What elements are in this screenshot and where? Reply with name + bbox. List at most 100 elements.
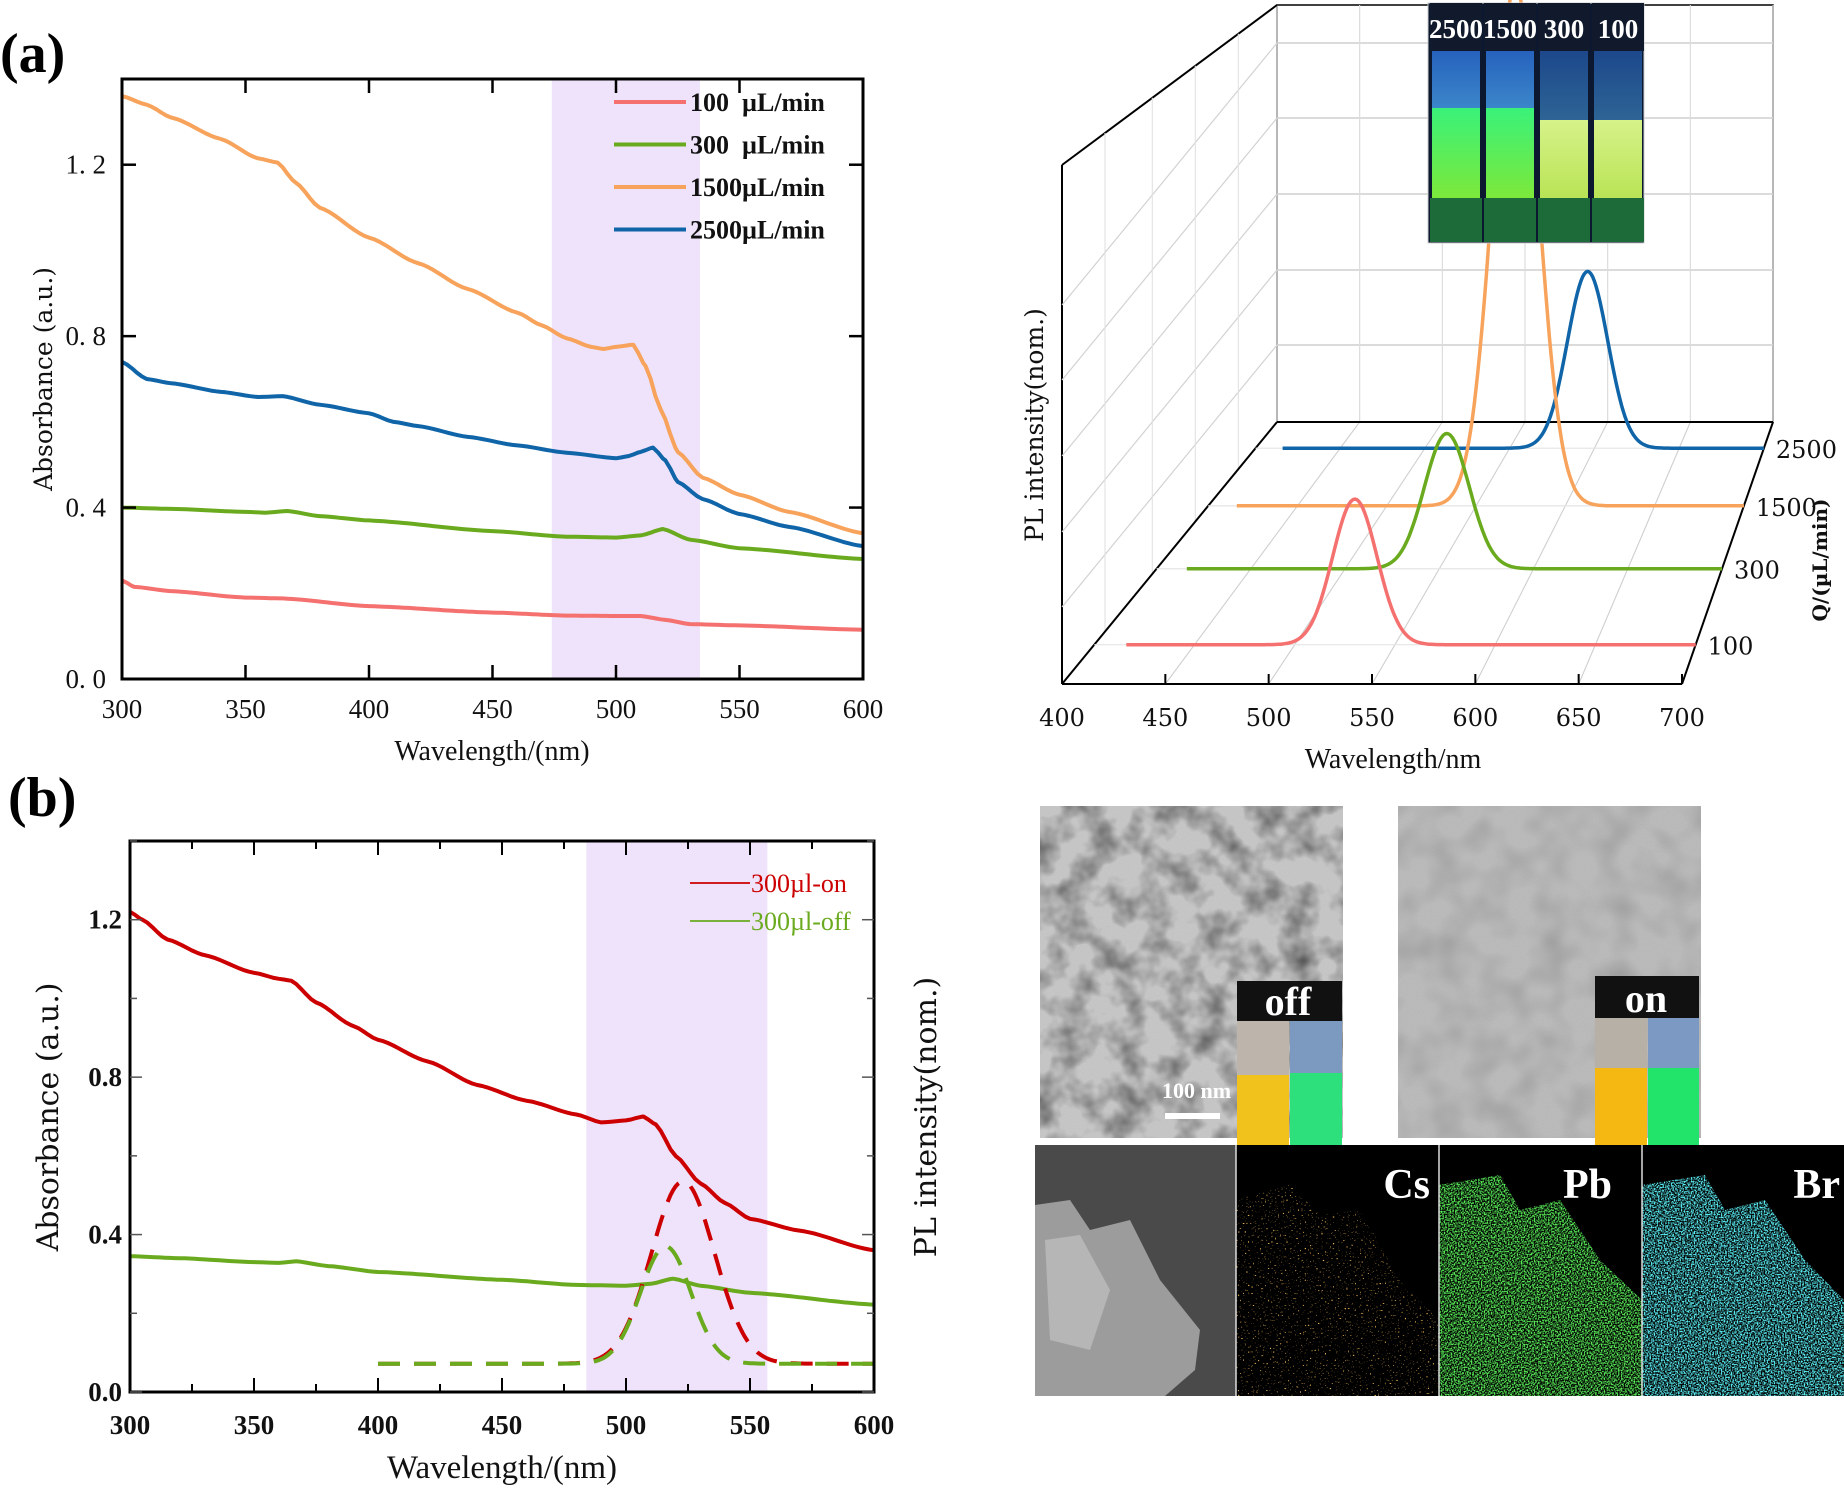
vial-reflection [1484,198,1536,242]
vial-reflection [1592,198,1644,242]
left-wall-top-edge [1061,4,1278,166]
x-tick-label: 650 [1556,704,1602,732]
z-tick-label: 2500 [1776,436,1837,464]
vial-glass [1540,51,1588,121]
vial-label: 100 [1598,14,1639,44]
z-tick-label: 1500 [1756,494,1817,522]
pl-series-100 [1126,497,1696,647]
x-tick-label: 300 [102,694,143,724]
pl-series-300 [1186,431,1722,571]
y-tick-label: 0.0 [88,1377,122,1407]
floor-grid [1474,421,1609,685]
vial-300: 300 [1538,3,1590,242]
x-tick-label: 500 [1246,704,1292,732]
z-tick-label: 100 [1708,633,1754,661]
vial-photo-inset: 2500 1500 300 100 [1427,2,1645,244]
eds-cs-label: Cs [1383,1162,1430,1208]
x-tick-label: 450 [1142,704,1188,732]
panel-b-ylabel: Absorbance (a.u.) [31,983,66,1253]
left-grid-slant [1061,193,1278,457]
tem-image-off: 100 nm off [1040,806,1343,1151]
x-tick-label: 550 [1349,704,1395,732]
vial-liquid [1594,120,1642,198]
left-grid-slant [1061,344,1278,608]
x-tick-label: 400 [358,1410,399,1440]
floor-grid [1578,421,1691,685]
pl-3d-grid [1061,4,1774,685]
left-wall [1062,5,1277,684]
pl-3d-zlabel: Q/(µL/min) [1808,499,1832,622]
panel-b-label: (b) [8,767,76,829]
series-line-300-l-off [129,1254,875,1307]
series-line-2500-l-min [121,360,864,549]
panel-a-series [121,94,864,632]
vial-cap [1430,3,1482,51]
left-grid-slant [1061,269,1278,533]
tem-off-label: off [1265,979,1312,1024]
x-tick-label: 600 [843,694,884,724]
y-tick-label: 1.2 [88,905,122,935]
pl-3d-ticks: 400 450 500 550 600 650 700 100 300 1500 2500 [1039,436,1837,732]
panel-a-label: (a) [0,23,65,85]
y-tick-label: 0. 4 [66,493,107,523]
eds-pb-map: Pb [1439,1145,1642,1396]
pl-series-2500 [1282,269,1764,450]
panel-b-absorbance-pl-chart: 300 350 400 450 500 550 600 0.0 0.4 0.8 1.2 300µl-… [31,839,944,1486]
x-tick-label: 600 [1452,704,1498,732]
tem-on-label: on [1625,976,1667,1021]
panel-b-xlabel: Wavelength/(nm) [387,1450,617,1486]
x-tick-label: 600 [854,1410,895,1440]
floor-grid [1371,421,1526,685]
legend-label: 300µl-on [751,869,847,898]
eds-br-label: Br [1793,1162,1840,1208]
panel-b-shaded-band [586,841,768,1392]
vial-cap [1592,3,1644,51]
vial-label: 1500 [1483,14,1537,44]
legend-label: 300µl-off [751,907,851,936]
x-tick-label: 350 [234,1410,275,1440]
panel-b-series [128,910,875,1366]
x-tick-label: 450 [482,1410,523,1440]
floor-grid [1164,421,1361,685]
vial-reflection [1538,198,1590,242]
eds-mapping: Cs Pb Br [1035,1145,1844,1396]
x-tick-label: 450 [472,694,513,724]
tem-image-on: on [1398,806,1701,1148]
eds-haadf-image [1035,1145,1236,1396]
vial-reflection [1430,198,1482,242]
legend-label: 300 µL/min [690,131,825,160]
eds-cs-map: Cs [1236,1145,1439,1396]
vial-inset-off: off [1237,979,1342,1151]
z-axis-right [1681,421,1774,685]
panel-b-ylabel-right: PL intensity(nom.) [909,977,944,1257]
pl-3d-ylabel: PL intensity(nom.) [1020,308,1049,542]
x-tick-label: 550 [730,1410,771,1440]
x-tick-label: 700 [1659,704,1705,732]
vial-inset-on: on [1595,976,1699,1148]
x-tick-label: 500 [606,1410,647,1440]
vial-2500: 2500 [1429,3,1483,242]
series-line-300-l-on [128,910,875,1253]
vial-cap [1484,3,1536,51]
y-tick-label: 1. 2 [66,150,107,180]
vial-glass [1594,51,1642,121]
panel-b-ticks: 300 350 400 450 500 550 600 0.0 0.4 0.8 1.2 [88,840,895,1440]
pl-3d-xlabel: Wavelength/nm [1305,744,1482,775]
y-tick-label: 0. 0 [66,664,107,694]
panel-a-frame [120,77,865,681]
series-line-300-l-off-pl [378,1244,874,1366]
vial-100: 100 [1592,3,1644,242]
series-line-100-l-min [121,578,864,632]
y-tick-label: 0.4 [88,1220,122,1250]
z-tick-label: 300 [1734,557,1780,585]
scale-bar-label: 100 nm [1162,1078,1231,1103]
vial-1500: 1500 [1483,3,1537,242]
x-tick-label: 400 [349,694,390,724]
panel-a-absorbance-chart: 300 350 400 450 500 550 600 0. 0 0. 4 0. 8 1. 2 10… [29,77,884,767]
eds-pb-label: Pb [1563,1162,1612,1208]
x-tick-label: 400 [1039,704,1085,732]
vial-label: 300 [1544,14,1585,44]
y-tick-label: 0.8 [88,1062,122,1092]
panel-b-legend: 300µl-on 300µl-off [690,869,851,936]
